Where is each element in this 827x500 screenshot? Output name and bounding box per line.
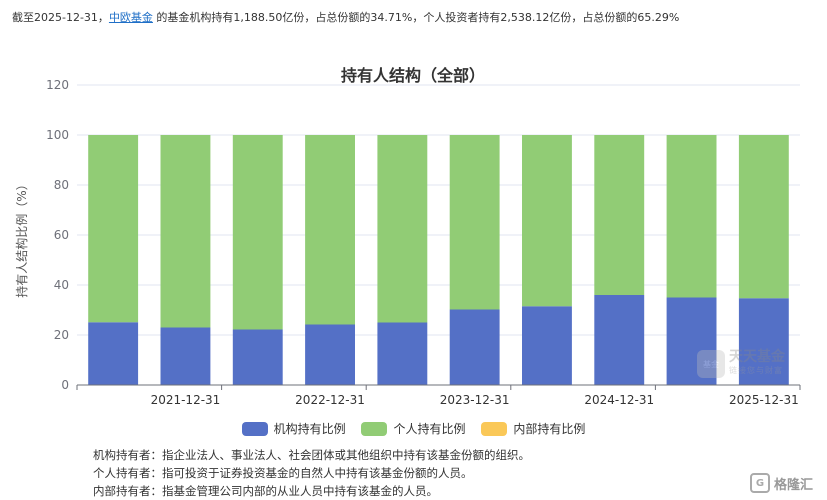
y-tick-40: 40: [54, 278, 69, 292]
bar-2021-06-30-institution: [88, 322, 139, 385]
legend-item-internal[interactable]: 内部持有比例: [481, 420, 585, 437]
bar-2024-12-31-institution: [594, 295, 645, 385]
x-tick-2025-12-31: 2025-12-31: [729, 393, 799, 407]
watermark-subtitle: 链接您与财富: [729, 366, 783, 375]
y-tick-60: 60: [54, 228, 69, 242]
note-internal: 内部持有者：指基金管理公司内部的从业人员中持有该基金的人员。: [93, 484, 438, 498]
bar-2021-12-31-individual: [160, 135, 211, 328]
watermark-title: 天天基金: [729, 349, 785, 365]
bars: [88, 135, 789, 385]
summary-text: 截至2025-12-31，中欧基金 的基金机构持有1,188.50亿份，占总份额…: [12, 9, 679, 25]
bar-2024-06-30-individual: [522, 135, 572, 307]
bar-2025-06-30-institution: [666, 297, 717, 385]
legend-label-institution: 机构持有比例: [273, 422, 346, 436]
bar-2024-12-31-individual: [594, 135, 645, 295]
chart-title: 持有人结构（全部）: [341, 66, 485, 85]
x-tick-2024-12-31: 2024-12-31: [584, 393, 654, 407]
bar-2023-12-31-individual: [449, 135, 500, 310]
summary-suffix: 的基金机构持有1,188.50亿份，占总份额的34.71%，个人投资者持有2,5…: [152, 11, 680, 24]
legend-swatch-internal: [481, 421, 508, 436]
fund-logo-icon: 基金: [697, 350, 725, 378]
bar-2022-06-30-individual: [232, 135, 283, 330]
bar-2023-06-30-institution: [377, 322, 428, 385]
y-axis-label: 持有人结构比例（%）: [14, 178, 29, 297]
bar-2022-06-30-institution: [232, 329, 283, 385]
legend-item-institution[interactable]: 机构持有比例: [241, 420, 346, 437]
note-institution: 机构持有者：指企业法人、事业法人、社会团体或其他组织中持有该基金份额的组织。: [93, 448, 530, 462]
y-tick-120: 120: [46, 78, 69, 92]
bar-2023-06-30-individual: [377, 135, 428, 323]
y-tick-80: 80: [54, 178, 69, 192]
summary-prefix: 截至2025-12-31，: [12, 11, 109, 24]
fund-link[interactable]: 中欧基金: [108, 11, 153, 24]
tiantian-fund-watermark: 基金 天天基金 链接您与财富: [697, 348, 803, 380]
x-tick-2023-12-31: 2023-12-31: [440, 393, 510, 407]
bar-2022-12-31-institution: [305, 324, 355, 385]
legend-label-internal: 内部持有比例: [513, 422, 586, 436]
x-tick-labels: 2021-12-31 2022-12-31 2023-12-31 2024-12-31…: [151, 393, 799, 407]
holder-definitions: 机构持有者：指企业法人、事业法人、社会团体或其他组织中持有该基金份额的组织。 个…: [93, 446, 530, 500]
note-individual: 个人持有者：指可投资于证券投资基金的自然人中持有该基金份额的人员。: [93, 466, 473, 480]
y-tick-100: 100: [46, 128, 69, 142]
legend-label-individual: 个人持有比例: [393, 422, 466, 436]
y-tick-20: 20: [54, 328, 69, 342]
bar-2022-12-31-individual: [305, 135, 355, 325]
bar-2025-12-31-individual: [738, 135, 789, 299]
bar-2021-06-30-individual: [88, 135, 139, 323]
legend-item-individual[interactable]: 个人持有比例: [361, 420, 466, 437]
gelonghui-text: 格隆汇: [774, 477, 814, 493]
bar-2023-12-31-institution: [449, 309, 500, 385]
gelonghui-watermark: G 格隆汇: [750, 473, 813, 493]
y-tick-0: 0: [61, 378, 69, 392]
bar-2025-12-31-institution: [738, 298, 789, 385]
legend-swatch-individual: [361, 421, 388, 436]
legend-swatch-institution: [241, 421, 268, 436]
x-tick-2021-12-31: 2021-12-31: [151, 393, 221, 407]
x-axis: [76, 384, 801, 390]
bar-2021-12-31-institution: [160, 327, 211, 385]
x-tick-2022-12-31: 2022-12-31: [295, 393, 365, 407]
bar-2025-06-30-individual: [666, 135, 717, 298]
chart-legend: 机构持有比例 个人持有比例 内部持有比例: [0, 420, 827, 439]
y-tick-labels: 0 20 40 60 80 100 120: [46, 78, 69, 392]
bar-2024-06-30-institution: [522, 306, 572, 385]
gelonghui-logo-icon: G: [750, 473, 770, 493]
